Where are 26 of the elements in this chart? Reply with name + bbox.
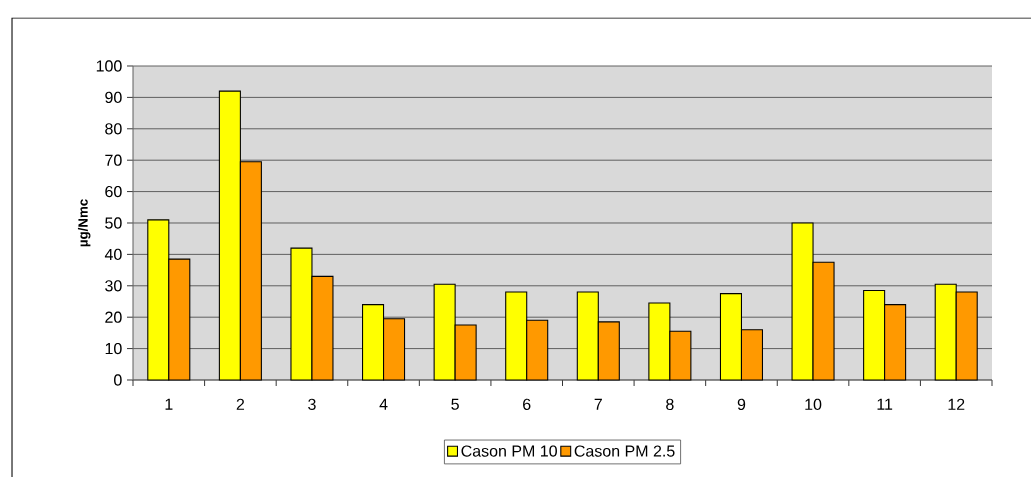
y-tick-label: 90 [105, 91, 122, 104]
y-tick-label: 80 [105, 123, 122, 135]
x-tick-label: 4 [379, 398, 388, 410]
x-tick-label: 2 [236, 398, 245, 410]
y-tick-label: 70 [105, 154, 122, 166]
x-tick-label: 5 [451, 398, 459, 410]
x-tick-label: 9 [737, 398, 746, 411]
x-tick-label: 3 [308, 398, 316, 411]
y-tick-label: 60 [105, 185, 122, 198]
y-tick-label: 30 [105, 280, 122, 292]
x-tick-label: 6 [523, 398, 531, 411]
y-tick-label: 40 [104, 248, 122, 261]
y-tick-label: 100 [96, 60, 122, 72]
y-tick-label: 50 [105, 217, 122, 229]
x-tick-label: 10 [805, 398, 822, 411]
x-tick-label: 12 [948, 398, 965, 410]
x-tick-label: 11 [877, 398, 893, 410]
x-tick-label: 8 [666, 398, 674, 411]
x-tick-label: 7 [594, 398, 602, 410]
y-tick-label: 0 [114, 374, 122, 386]
y-tick-label: 10 [105, 342, 122, 355]
y-axis-title: µg/Nmc [77, 199, 91, 247]
x-tick-label: 1 [165, 398, 173, 410]
legend-label: Cason PM 2.5 [574, 445, 675, 457]
legend-label: Cason PM 10 [461, 445, 557, 457]
y-tick-label: 20 [105, 311, 122, 323]
